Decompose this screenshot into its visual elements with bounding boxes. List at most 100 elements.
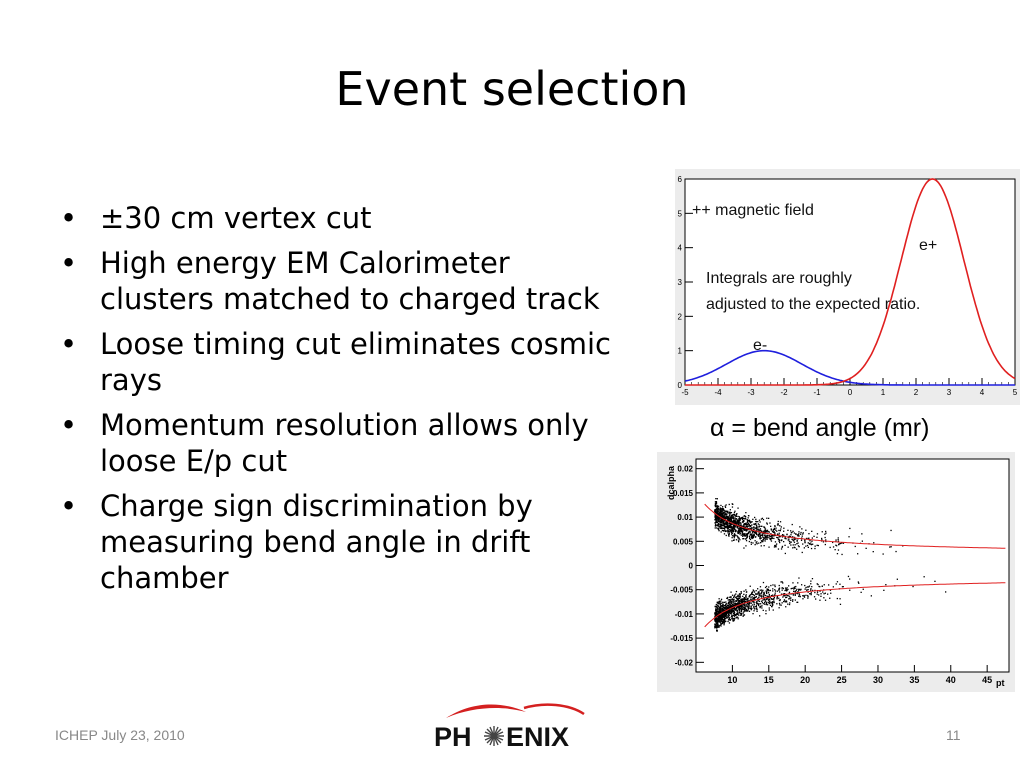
scatter-point xyxy=(761,534,764,537)
scatter-point xyxy=(715,623,717,625)
scatter-point xyxy=(733,535,735,537)
scatter-point xyxy=(715,617,718,619)
scatter-point xyxy=(814,547,816,550)
scatter-point xyxy=(803,547,805,549)
scatter-point xyxy=(816,583,818,585)
scatter-point xyxy=(733,608,736,610)
scatter-point xyxy=(805,586,807,589)
scatter-point xyxy=(743,523,745,525)
scatter-point xyxy=(785,606,787,608)
y-tick-label: 6 xyxy=(678,175,683,184)
scatter-point xyxy=(790,541,792,543)
scatter-point xyxy=(719,510,722,513)
scatter-point xyxy=(759,532,761,534)
scatter-point xyxy=(736,519,738,521)
scatter-point xyxy=(753,605,755,607)
scatter-point xyxy=(776,598,778,600)
scatter-point xyxy=(804,584,806,587)
scatter-point xyxy=(743,590,745,592)
scatter-point xyxy=(733,614,735,616)
scatter-point xyxy=(716,504,718,507)
scatter-point xyxy=(816,533,819,535)
x-tick-label: 1 xyxy=(881,388,886,397)
scatter-point xyxy=(733,613,736,615)
scatter-point xyxy=(750,606,752,608)
scatter-point xyxy=(805,594,807,596)
scatter-point xyxy=(719,619,721,621)
scatter-point xyxy=(727,526,730,528)
scatter-point xyxy=(752,535,754,537)
scatter-point xyxy=(734,527,736,529)
scatter-point xyxy=(742,601,744,603)
scatter-point xyxy=(716,515,719,518)
scatter-point xyxy=(770,539,772,541)
scatter-point xyxy=(755,590,757,592)
scatter-point xyxy=(721,527,723,529)
scatter-point xyxy=(808,586,810,588)
scatter-point xyxy=(755,529,757,531)
scatter-point xyxy=(756,602,758,604)
scatter-point xyxy=(821,537,823,540)
scatter-point xyxy=(743,538,745,540)
scatter-point xyxy=(849,589,851,591)
scatter-point xyxy=(720,519,722,521)
scatter-point xyxy=(772,528,774,531)
scatter-point xyxy=(733,513,735,516)
y-tick-label: -0.015 xyxy=(670,634,693,643)
scatter-point xyxy=(714,613,717,616)
scatter-point xyxy=(862,588,864,590)
scatter-point xyxy=(720,527,722,530)
scatter-point xyxy=(737,600,739,602)
scatter-point xyxy=(753,602,755,604)
scatter-point xyxy=(764,540,766,542)
scatter-point xyxy=(736,535,738,537)
scatter-point xyxy=(835,539,837,541)
scatter-point xyxy=(735,607,737,610)
scatter-point xyxy=(784,587,787,589)
scatter-point xyxy=(753,608,756,610)
scatter-point xyxy=(776,595,779,597)
scatter-point xyxy=(738,600,740,602)
scatter-point xyxy=(733,615,735,617)
histogram-plot: -5 -4 -3 -2 -1 0 1 2 3 4 5 0 1 2 3 4 5 6 ++ magnetic fiel… xyxy=(678,175,1018,397)
scatter-point xyxy=(748,540,750,543)
scatter-point xyxy=(896,578,898,580)
scatter-point xyxy=(758,534,760,536)
scatter-point xyxy=(791,538,793,540)
scatter-point xyxy=(764,531,767,533)
scatter-point xyxy=(716,520,718,522)
scatter-point xyxy=(750,607,752,609)
scatter-point xyxy=(736,513,738,515)
scatter-point xyxy=(883,589,885,591)
scatter-point xyxy=(757,597,759,600)
scatter-point xyxy=(729,608,731,611)
scatter-point xyxy=(757,603,760,605)
scatter-point xyxy=(841,542,843,544)
scatter-point xyxy=(767,588,770,591)
scatter-point xyxy=(798,531,800,533)
scatter-point xyxy=(727,528,729,530)
scatter-point xyxy=(747,605,749,607)
scatter-point xyxy=(747,598,749,600)
scatter-point xyxy=(752,535,755,537)
scatter-point xyxy=(728,535,730,537)
scatter-point xyxy=(741,530,743,532)
scatter-point xyxy=(743,611,745,613)
scatter-point xyxy=(784,544,786,546)
scatter-point xyxy=(786,596,788,598)
scatter-point xyxy=(755,520,757,523)
scatter-point xyxy=(747,602,749,605)
scatter-point xyxy=(804,539,806,542)
scatter-point xyxy=(745,589,747,591)
scatter-point xyxy=(824,592,826,594)
scatter-point xyxy=(718,614,721,616)
scatter-point xyxy=(800,539,803,541)
scatter-point xyxy=(722,519,724,521)
scatter-point xyxy=(730,611,733,613)
scatter-point xyxy=(821,539,823,541)
scatter-point xyxy=(786,601,788,603)
scatter-point xyxy=(725,616,728,618)
x-tick-label: -3 xyxy=(747,388,755,397)
scatter-point xyxy=(743,520,745,522)
scatter-point xyxy=(787,537,789,539)
